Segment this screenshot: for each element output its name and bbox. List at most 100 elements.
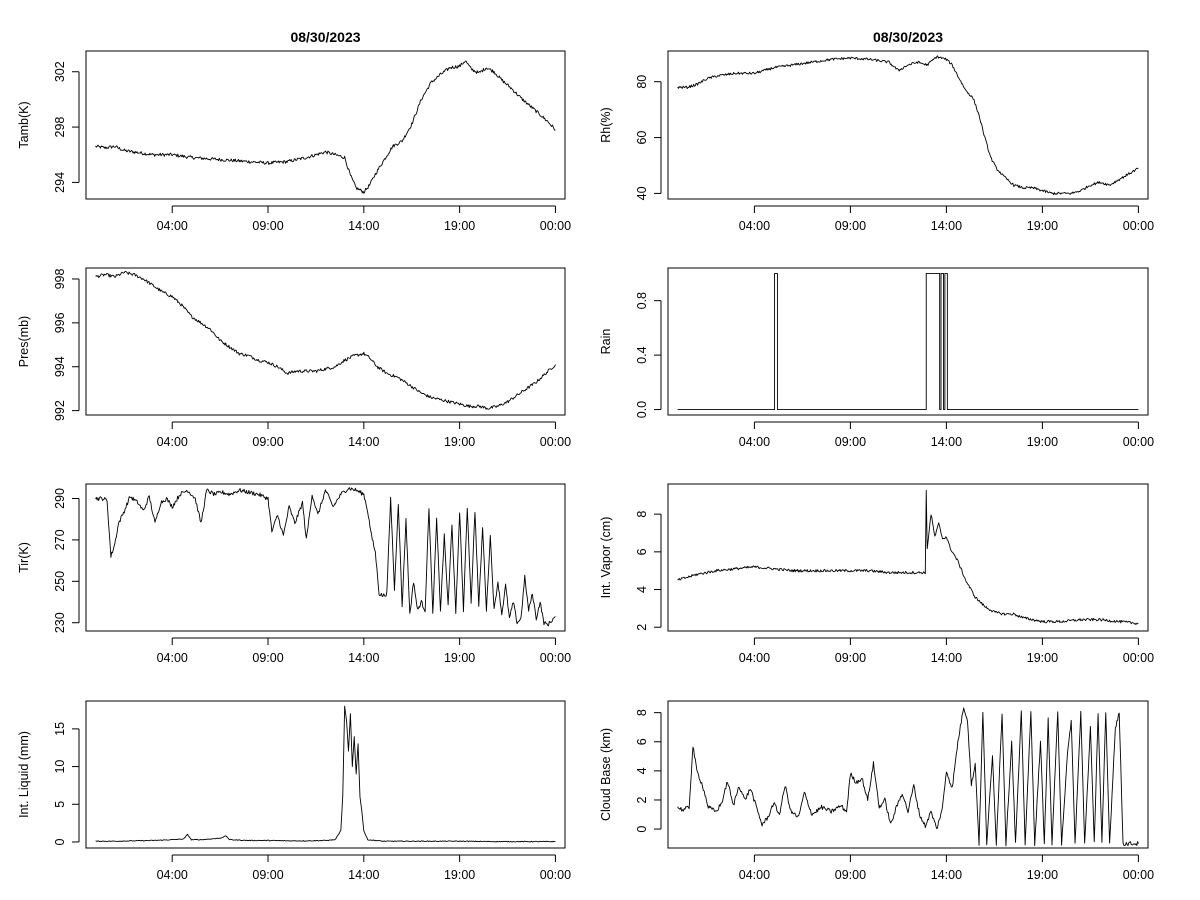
series-line-rh	[677, 55, 1139, 196]
x-tick-label: 04:00	[739, 868, 770, 882]
panel-cloud: Cloud Base (km) 0 2 4 6 8 04:00 09:00 14:00 19:00…	[599, 700, 1154, 882]
x-tick-label: 00:00	[540, 868, 571, 882]
panel-liquid: Int. Liquid (mm) 0 5 10 15 04:00 09:00 14:00 19:…	[17, 700, 571, 882]
series-line-vapor	[677, 489, 1139, 625]
x-tick-label: 00:00	[1123, 219, 1154, 233]
x-tick-label: 00:00	[1123, 868, 1154, 882]
x-tick-label: 00:00	[540, 219, 571, 233]
y-tick-label: 270	[53, 529, 67, 550]
y-axis: 230 250 270 290	[53, 488, 80, 633]
series-line-cloud	[677, 707, 1139, 847]
plot-frame	[667, 267, 1149, 416]
y-tick-label: 80	[635, 75, 649, 89]
series-line-tamb	[95, 60, 556, 194]
y-tick-label: 0	[53, 838, 67, 845]
x-axis: 04:00 09:00 14:00 19:00 00:00	[157, 205, 571, 233]
y-tick-label: 298	[53, 117, 67, 138]
y-tick-label: 250	[53, 571, 67, 592]
x-tick-label: 14:00	[348, 868, 379, 882]
y-tick-label: 998	[53, 268, 67, 289]
y-axis-label: Int. Liquid (mm)	[17, 731, 31, 818]
x-axis: 04:00 09:00 14:00 19:00 00:00	[739, 421, 1154, 449]
x-tick-label: 04:00	[157, 219, 188, 233]
panel-pres: Pres(mb) 992 994 996 998 04:00 09:00 14:00 19:00…	[17, 267, 571, 449]
y-tick-label: 5	[53, 801, 67, 808]
x-axis: 04:00 09:00 14:00 19:00 00:00	[739, 637, 1154, 665]
plot-frame	[85, 267, 566, 416]
y-tick-label: 8	[635, 709, 649, 716]
x-tick-label: 14:00	[348, 435, 379, 449]
x-tick-label: 04:00	[739, 435, 770, 449]
series-line-pres	[95, 270, 556, 410]
x-tick-label: 14:00	[931, 219, 962, 233]
y-tick-label: 994	[53, 356, 67, 377]
x-tick-label: 14:00	[931, 651, 962, 665]
y-axis: 2 4 6 8	[635, 511, 662, 631]
x-axis: 04:00 09:00 14:00 19:00 00:00	[157, 421, 571, 449]
x-tick-label: 09:00	[835, 651, 866, 665]
y-tick-label: 2	[635, 624, 649, 631]
y-tick-label: 996	[53, 312, 67, 333]
y-tick-label: 302	[53, 61, 67, 82]
x-tick-label: 19:00	[1027, 651, 1058, 665]
plot-frame	[667, 50, 1149, 200]
y-tick-label: 0.4	[635, 346, 649, 363]
x-tick-label: 09:00	[252, 219, 283, 233]
x-tick-label: 14:00	[348, 651, 379, 665]
plot-frame	[85, 700, 566, 849]
x-tick-label: 00:00	[540, 435, 571, 449]
x-axis: 04:00 09:00 14:00 19:00 00:00	[739, 205, 1154, 233]
x-tick-label: 19:00	[444, 868, 475, 882]
y-tick-label: 0.8	[635, 292, 649, 309]
x-tick-label: 19:00	[444, 651, 475, 665]
y-axis: 0 2 4 6 8	[635, 709, 662, 833]
y-tick-label: 290	[53, 488, 67, 509]
y-axis-label: Int. Vapor (cm)	[599, 517, 613, 599]
y-tick-label: 4	[635, 767, 649, 774]
x-axis: 04:00 09:00 14:00 19:00 00:00	[157, 854, 571, 882]
panel-tir: Tir(K) 230 250 270 290 04:00 09:00 14:00 19:00 00…	[17, 483, 571, 665]
y-tick-label: 15	[53, 722, 67, 736]
y-tick-label: 60	[635, 131, 649, 145]
y-tick-label: 6	[635, 738, 649, 745]
panel-rain: Rain 0.0 0.4 0.8 04:00 09:00 14:00 19:00 00:00	[599, 267, 1154, 449]
series-line-tir	[95, 487, 556, 627]
x-tick-label: 09:00	[835, 868, 866, 882]
panel-rh: 08/30/2023 Rh(%) 40 60 80 04:00 09:00 14:00 19:0…	[599, 29, 1154, 233]
y-tick-label: 10	[53, 760, 67, 774]
plot-frame	[667, 700, 1149, 849]
y-axis: 992 994 996 998	[53, 268, 80, 421]
y-axis: 0 5 10 15	[53, 722, 80, 845]
panel-tamb: 08/30/2023 Tamb(K) 294 298 302 04:00 09:00 14:0…	[17, 29, 571, 233]
series-line-liquid	[95, 705, 556, 843]
x-tick-label: 19:00	[444, 219, 475, 233]
x-tick-label: 14:00	[931, 435, 962, 449]
y-axis-label: Tamb(K)	[17, 101, 31, 148]
x-tick-label: 09:00	[252, 435, 283, 449]
panel-title: 08/30/2023	[873, 29, 943, 45]
x-tick-label: 00:00	[540, 651, 571, 665]
x-tick-label: 04:00	[157, 651, 188, 665]
x-tick-label: 09:00	[835, 435, 866, 449]
y-axis: 0.0 0.4 0.8	[635, 292, 662, 418]
x-tick-label: 04:00	[739, 651, 770, 665]
x-tick-label: 09:00	[252, 651, 283, 665]
x-tick-label: 09:00	[835, 219, 866, 233]
y-tick-label: 0.0	[635, 401, 649, 418]
plot-frame	[85, 483, 566, 632]
x-tick-label: 00:00	[1123, 435, 1154, 449]
y-tick-label: 8	[635, 511, 649, 518]
series-line-rain	[677, 272, 1139, 411]
y-axis-label: Pres(mb)	[17, 316, 31, 367]
x-tick-label: 04:00	[157, 435, 188, 449]
y-tick-label: 230	[53, 612, 67, 633]
y-tick-label: 992	[53, 400, 67, 421]
y-axis-label: Rain	[599, 329, 613, 355]
y-tick-label: 294	[53, 172, 67, 193]
y-tick-label: 2	[635, 796, 649, 803]
panel-title: 08/30/2023	[290, 29, 360, 45]
y-tick-label: 40	[635, 186, 649, 200]
y-axis-label: Cloud Base (km)	[599, 728, 613, 821]
x-tick-label: 14:00	[931, 868, 962, 882]
